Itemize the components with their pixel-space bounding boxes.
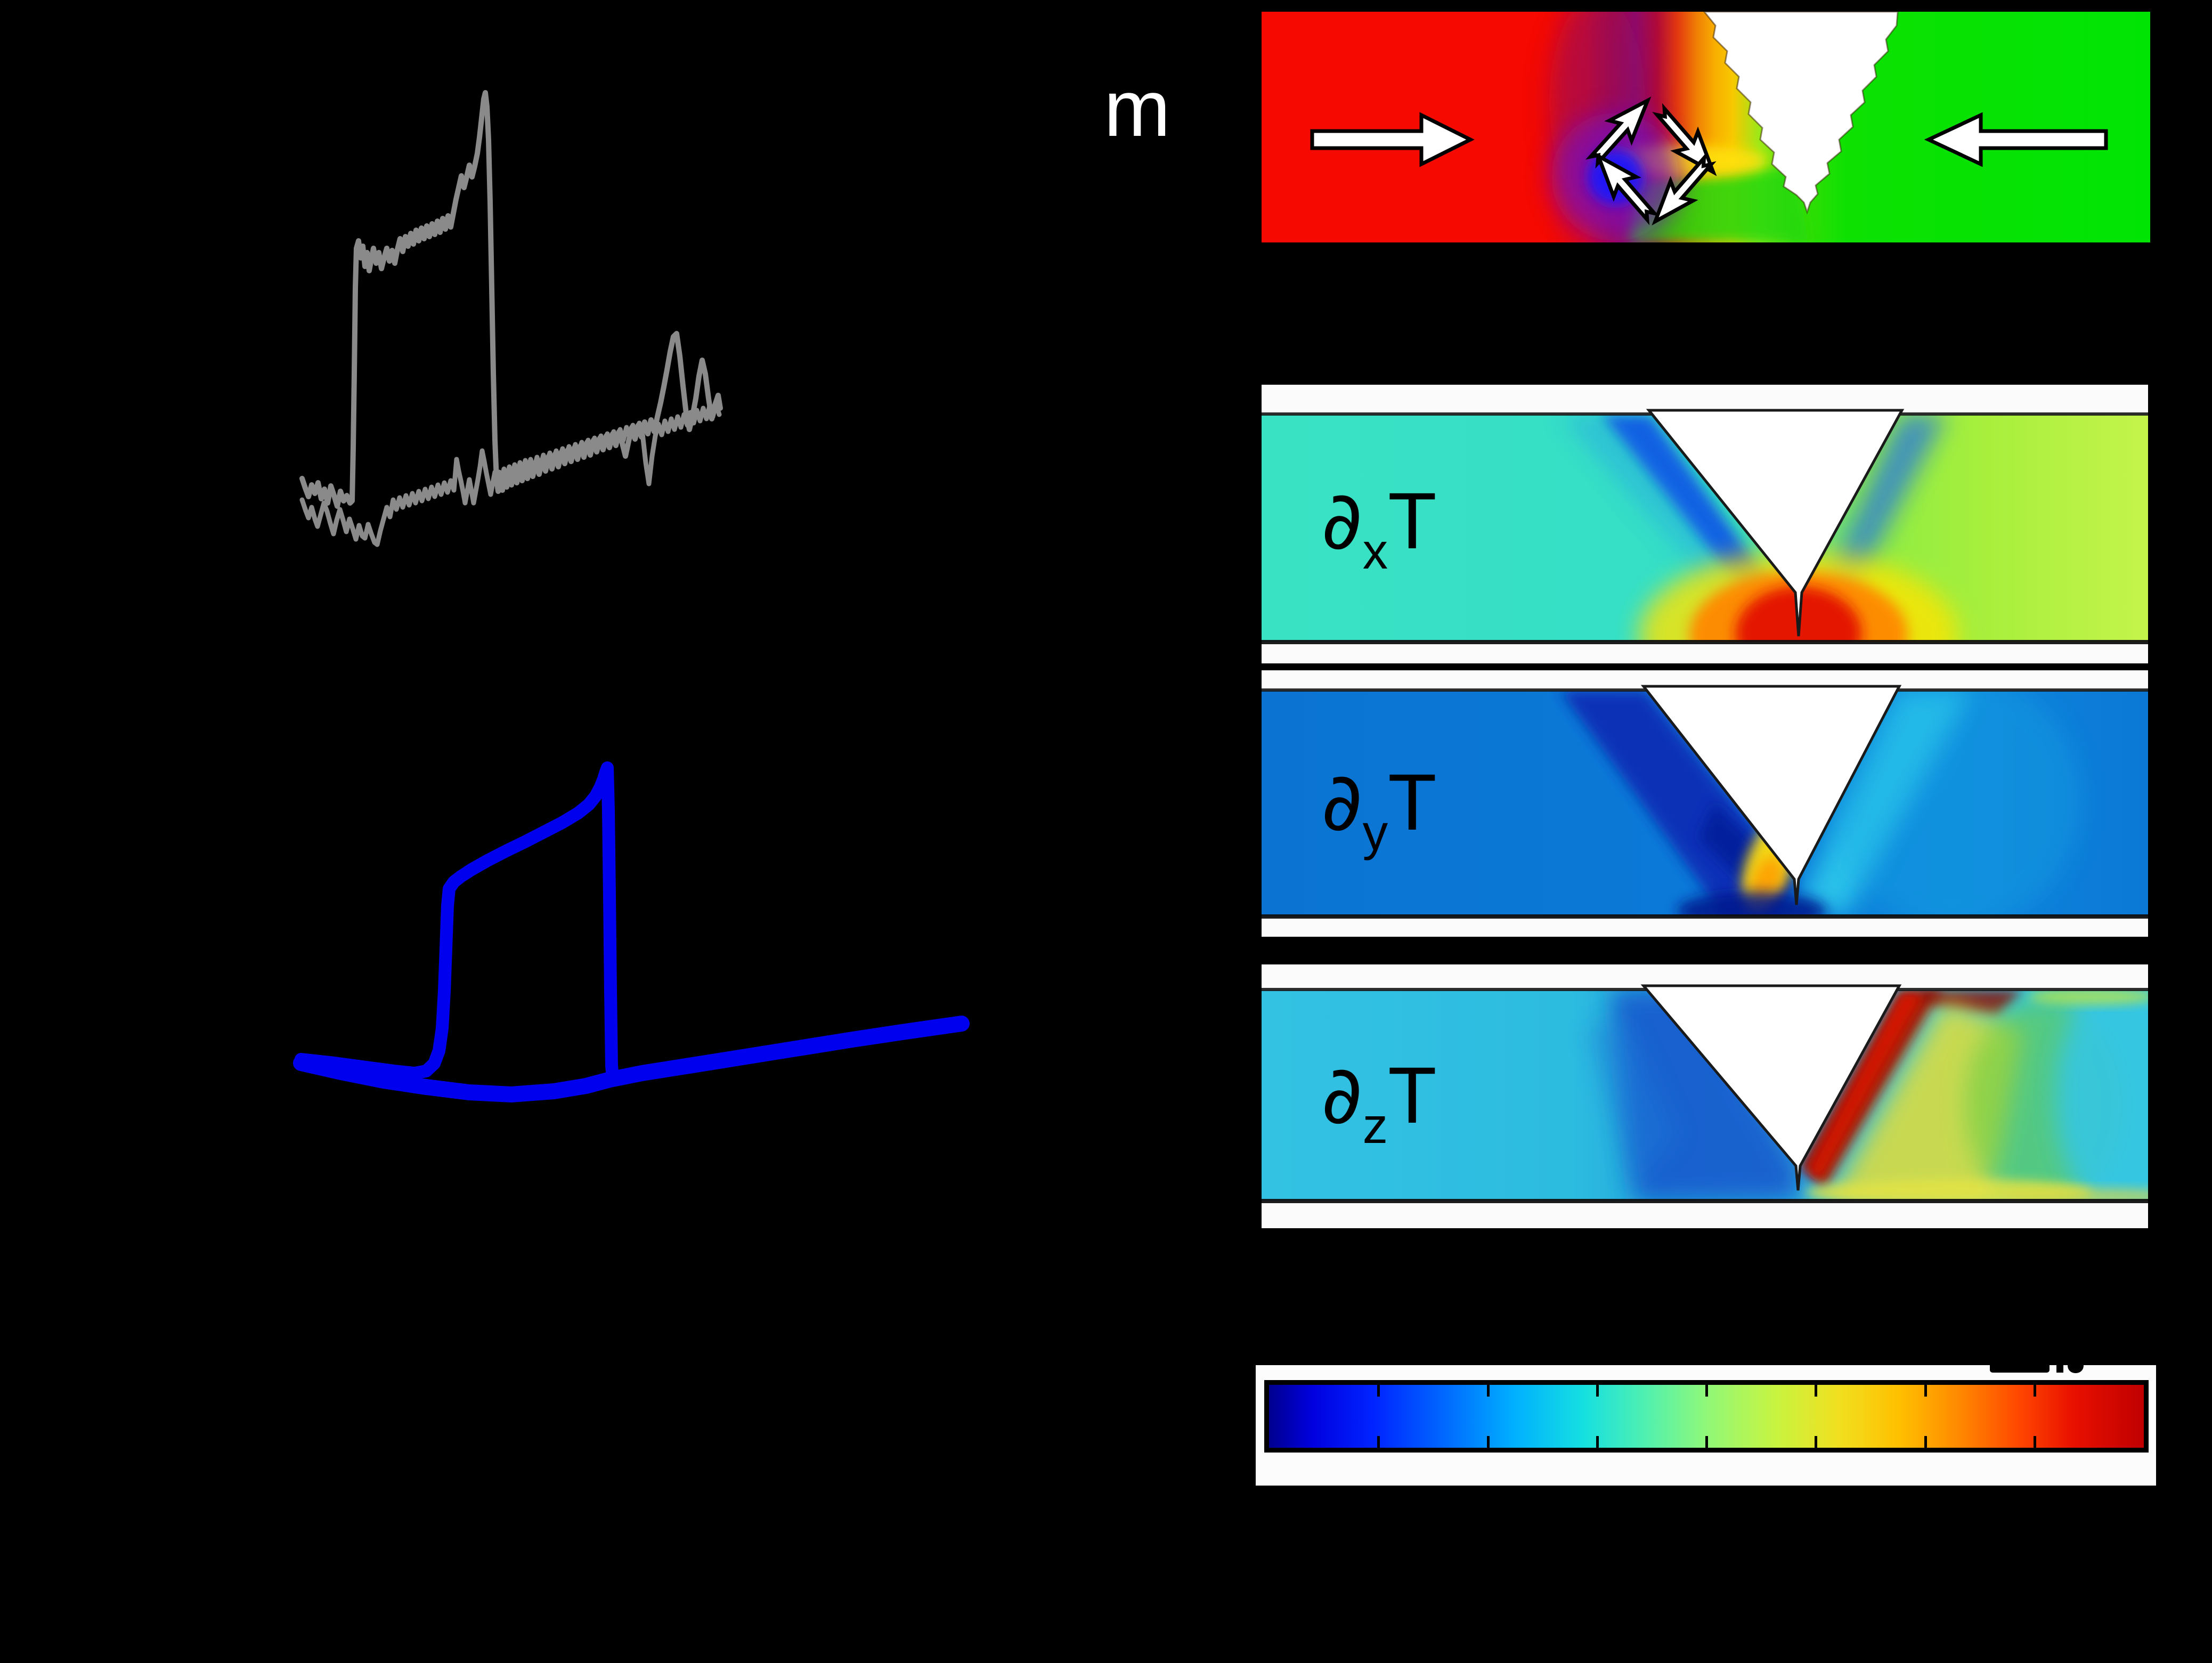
colorbar-tick [1486,1436,1490,1448]
film-bottom-line [1262,914,2148,919]
colorbar-tick-label-mid: 0.02 [1630,1476,1768,1486]
right-arrow-icon [1310,112,1475,167]
magnetization-heatmap-panel [1262,12,2150,242]
dyT-label: ∂yT [1321,756,1437,861]
colorbar-tick [1815,1436,1818,1448]
v-notch [1640,984,1902,1191]
dyT-heatmap [1262,670,2148,937]
cropped-label-fragment [1990,1365,2050,1373]
colorbar-tick [1705,1436,1708,1448]
colorbar-tick [1377,1436,1380,1448]
colorbar-tick [1924,1436,1927,1448]
dzT-label: ∂zT [1321,1049,1437,1154]
colorbar-tick [1815,1385,1818,1397]
yellow-top-right-streak [2029,990,2148,1005]
gray-baseline-trace [299,401,722,547]
navy-bottom-smear [1677,892,1826,916]
film-bottom-line [1262,640,2148,644]
colorbar-tick-label-left: 0.04 [1317,1476,1455,1486]
cropped-label-fragment [2056,1365,2063,1373]
dzT-heatmap [1262,964,2148,1228]
blue-baseline-and-tail [293,1016,970,1102]
dxT-label: ∂xT [1321,475,1437,580]
colorbar-tick [1596,1436,1599,1448]
v-notch [1646,409,1905,637]
film-bottom-line [1262,1199,2148,1203]
dyT-panel: ∂yT [1262,670,2148,937]
dxT-heatmap [1262,385,2148,663]
colorbar-tick [1924,1385,1927,1397]
yellow-bottom-streak-2 [2002,1188,2148,1201]
colorbar-tick [1377,1385,1380,1397]
red-top-smear [1922,990,2023,1016]
blue-pulse [295,761,619,1084]
dzT-panel: ∂zT [1262,964,2148,1228]
cropped-label-fragment [2068,1365,2084,1373]
cyan-restore [2055,990,2148,1201]
blue-smear-left [1560,415,1752,603]
colorbar-panel: 0.04 0.02 [1256,1365,2156,1486]
gray-trace-with-step [299,90,723,509]
dxT-panel: ∂xT [1262,385,2148,663]
magnetization-label: m [1104,63,1170,153]
cyan-fade [1826,691,2082,916]
left-arrow-icon [1924,112,2108,167]
blue-streak-left [1587,1018,1677,1188]
colorbar-tick [2033,1436,2036,1448]
colorbar-tick [1596,1385,1599,1397]
bright-red-band [1808,993,1924,1181]
v-notch [1703,12,1899,215]
colorbar-tick [1486,1385,1490,1397]
jet-colorbar [1264,1380,2149,1453]
v-notch [1640,685,1902,905]
colorbar-tick [2033,1385,2036,1397]
colorbar-tick [1705,1385,1708,1397]
